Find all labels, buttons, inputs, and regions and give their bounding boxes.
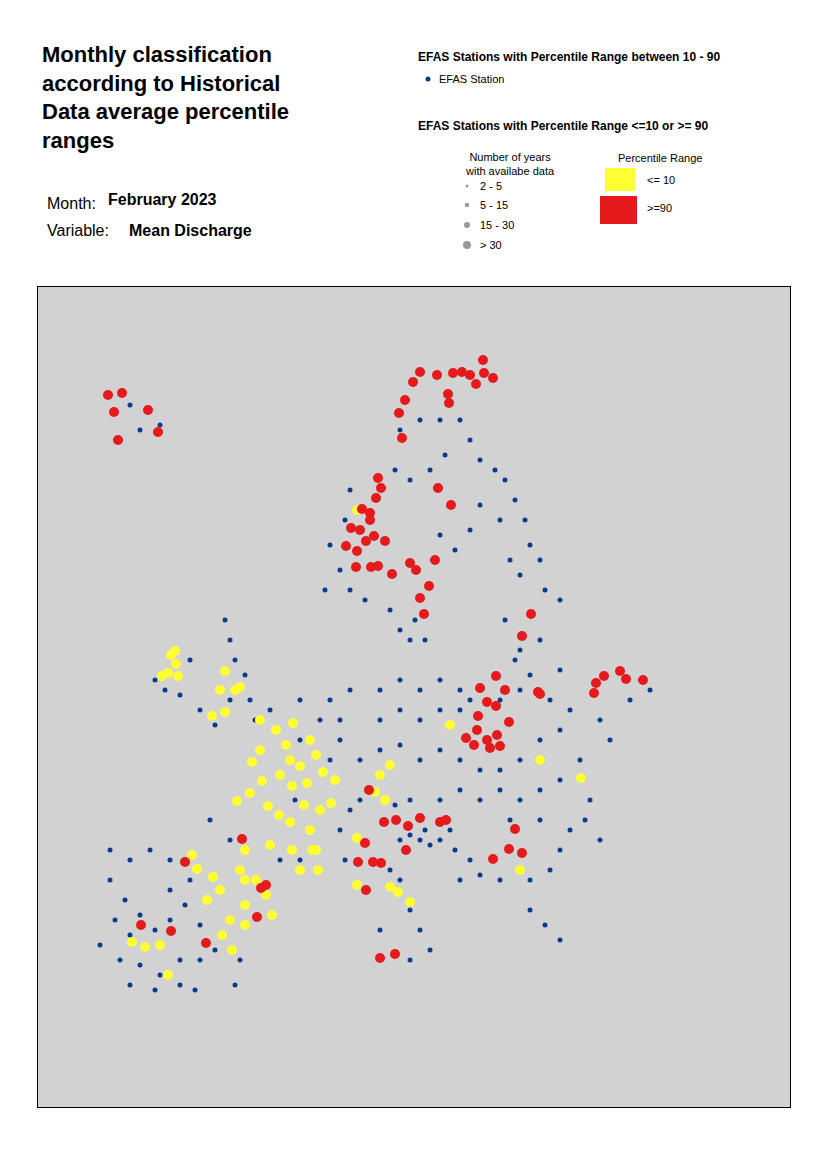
svg-text:> 30: > 30 bbox=[480, 239, 502, 251]
svg-text:EFAS Station: EFAS Station bbox=[439, 73, 504, 85]
svg-text:Month:: Month: bbox=[47, 195, 96, 212]
svg-text:<= 10: <= 10 bbox=[647, 174, 675, 186]
svg-text:5 - 15: 5 - 15 bbox=[480, 199, 508, 211]
svg-text:Mean Discharge: Mean Discharge bbox=[129, 222, 252, 239]
svg-text:EFAS Stations with Percentile: EFAS Stations with Percentile Range <=10… bbox=[418, 119, 708, 133]
svg-text:Variable:: Variable: bbox=[47, 222, 109, 239]
svg-text:Monthly classificationaccordin: Monthly classificationaccording to Histo… bbox=[42, 42, 289, 153]
svg-text:EFAS Stations with Percentile: EFAS Stations with Percentile Range betw… bbox=[418, 50, 720, 64]
svg-text:February 2023: February 2023 bbox=[108, 191, 217, 208]
svg-text:15 - 30: 15 - 30 bbox=[480, 219, 514, 231]
svg-text:Number of yearswith availabe d: Number of yearswith availabe data bbox=[465, 151, 555, 177]
svg-text:2 - 5: 2 - 5 bbox=[480, 180, 502, 192]
svg-text:Percentile Range: Percentile Range bbox=[618, 152, 702, 164]
svg-text:>=90: >=90 bbox=[647, 202, 672, 214]
